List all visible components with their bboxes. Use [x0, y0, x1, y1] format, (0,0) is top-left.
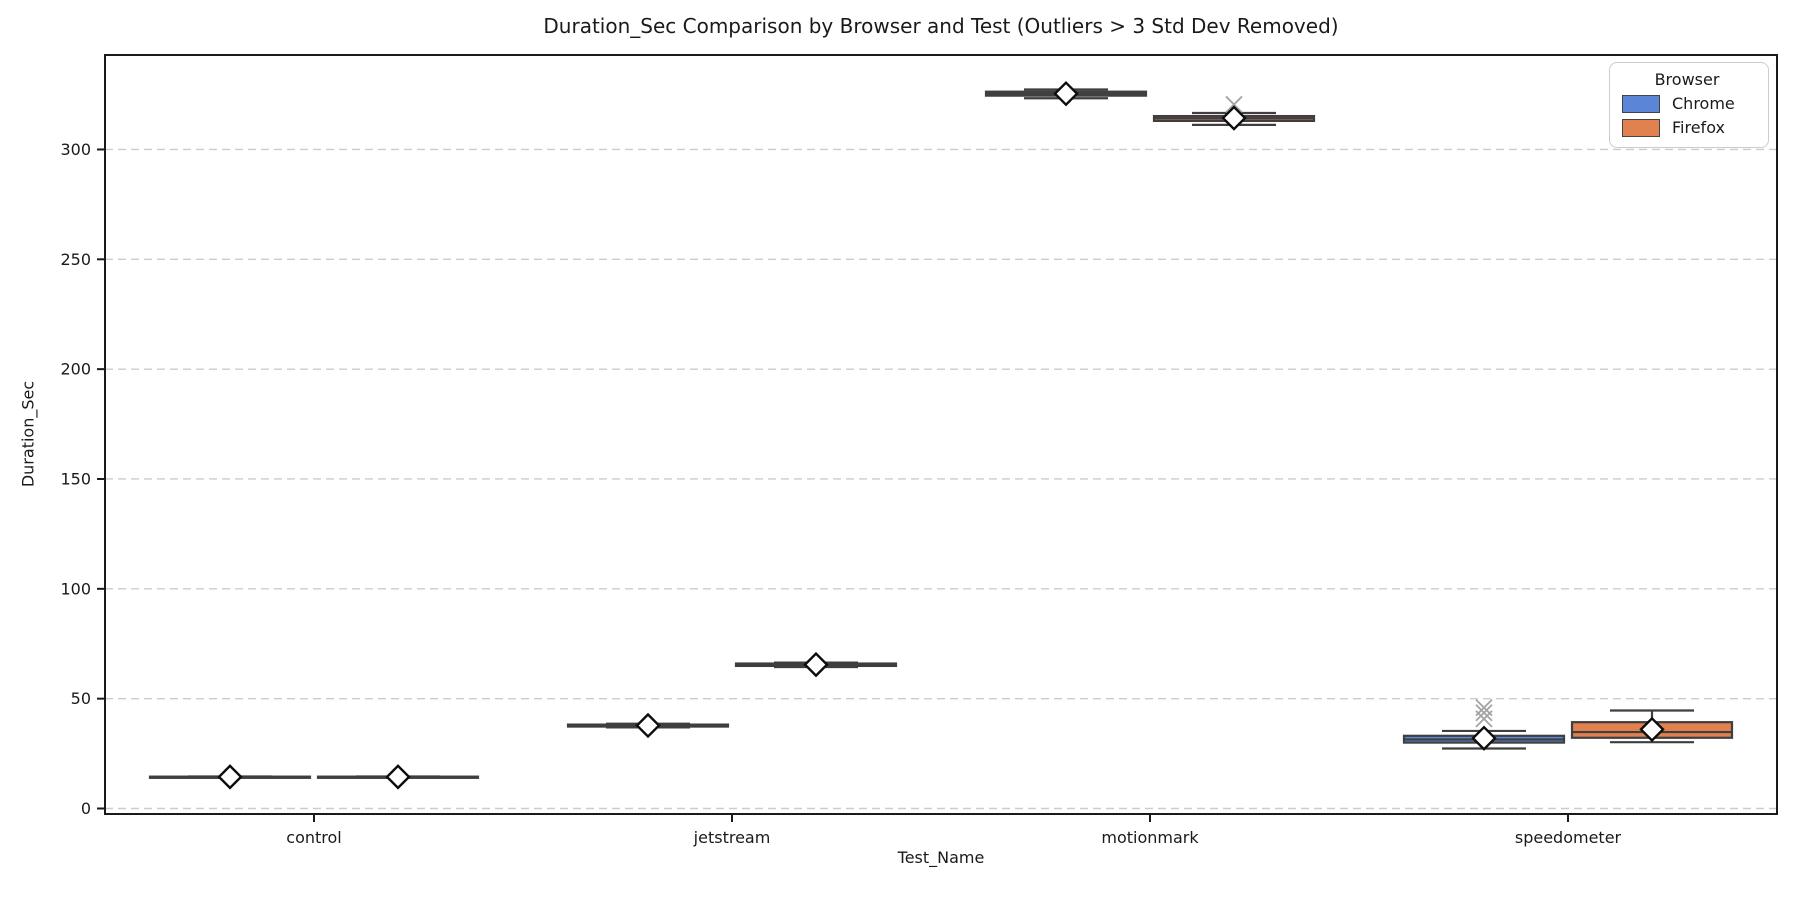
x-tick-label-jetstream: jetstream [693, 828, 771, 847]
outlier-x-chrome-speedometer-1 [1475, 704, 1493, 722]
y-tick-label-50: 50 [71, 689, 91, 708]
mean-diamond-firefox-speedometer [1639, 716, 1665, 743]
legend-title: Browser [1654, 70, 1720, 89]
mean-diamond-chrome-jetstream [635, 712, 661, 739]
mean-diamond-firefox-motionmark [1221, 105, 1247, 131]
mean-diamond-firefox-control [385, 764, 411, 790]
mean-diamond-chrome-motionmark [1053, 80, 1079, 107]
legend: Browser Chrome Firefox [1609, 62, 1769, 148]
y-tick-label-100: 100 [60, 579, 91, 598]
y-tick-label-250: 250 [60, 250, 91, 269]
legend-entries: Chrome Firefox [1622, 94, 1752, 137]
mean-diamond-firefox-jetstream [803, 651, 829, 678]
y-tick-label-300: 300 [60, 140, 91, 159]
legend-swatch-firefox [1622, 118, 1660, 137]
x-tick-label-motionmark: motionmark [1101, 828, 1199, 847]
legend-entry-chrome: Chrome [1622, 94, 1752, 113]
outlier-x-firefox-motionmark-0 [1225, 95, 1243, 114]
outlier-x-chrome-speedometer-2 [1475, 699, 1493, 717]
legend-label: Firefox [1672, 118, 1725, 137]
legend-label: Chrome [1672, 94, 1735, 113]
y-tick-label-0: 0 [81, 799, 91, 818]
chart-title: Duration_Sec Comparison by Browser and T… [543, 14, 1339, 38]
y-tick-label-200: 200 [60, 360, 91, 379]
axes-spines [104, 54, 1778, 815]
x-axis-label: Test_Name [897, 848, 985, 867]
mean-diamond-chrome-control [217, 764, 243, 790]
x-tick-label-speedometer: speedometer [1515, 828, 1622, 847]
legend-entry-firefox: Firefox [1622, 118, 1752, 137]
legend-swatch-chrome [1622, 94, 1660, 113]
mean-diamond-chrome-speedometer [1471, 725, 1497, 751]
y-tick-label-150: 150 [60, 469, 91, 488]
x-tick-label-control: control [286, 828, 341, 847]
